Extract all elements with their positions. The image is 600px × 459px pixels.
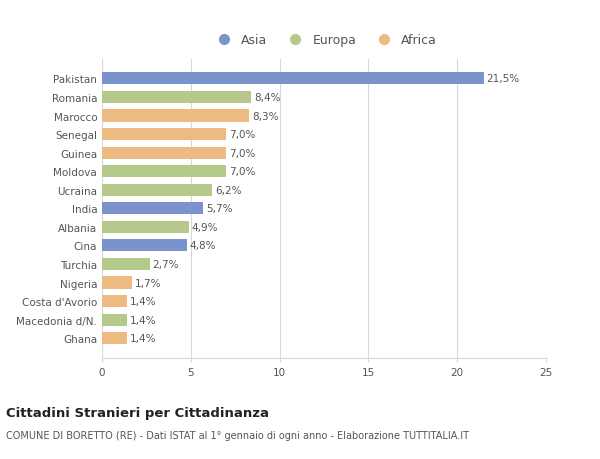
Text: 2,7%: 2,7% [152,259,179,269]
Text: 1,4%: 1,4% [130,297,156,307]
Text: 5,7%: 5,7% [206,204,232,214]
Text: 7,0%: 7,0% [229,167,256,177]
Bar [102,129,226,141]
Text: 4,9%: 4,9% [191,222,218,232]
Bar [102,258,150,270]
Text: 1,4%: 1,4% [130,333,156,343]
Text: 1,4%: 1,4% [130,315,156,325]
Bar [102,110,250,122]
Bar [102,296,127,308]
Bar [102,73,484,85]
Text: 21,5%: 21,5% [487,74,520,84]
Text: Cittadini Stranieri per Cittadinanza: Cittadini Stranieri per Cittadinanza [6,406,269,419]
Bar [102,92,251,104]
Bar [102,221,189,233]
Bar [102,314,127,326]
Text: 7,0%: 7,0% [229,148,256,158]
Bar [102,166,226,178]
Text: 4,8%: 4,8% [190,241,217,251]
Bar [102,185,212,196]
Text: 6,2%: 6,2% [215,185,241,196]
Text: 8,4%: 8,4% [254,93,280,103]
Text: 1,7%: 1,7% [135,278,161,288]
Bar [102,332,127,344]
Text: COMUNE DI BORETTO (RE) - Dati ISTAT al 1° gennaio di ogni anno - Elaborazione TU: COMUNE DI BORETTO (RE) - Dati ISTAT al 1… [6,430,469,440]
Bar [102,240,187,252]
Legend: Asia, Europa, Africa: Asia, Europa, Africa [207,30,441,50]
Text: 8,3%: 8,3% [252,111,278,121]
Bar [102,277,132,289]
Text: 7,0%: 7,0% [229,130,256,140]
Bar [102,203,203,215]
Bar [102,147,226,159]
